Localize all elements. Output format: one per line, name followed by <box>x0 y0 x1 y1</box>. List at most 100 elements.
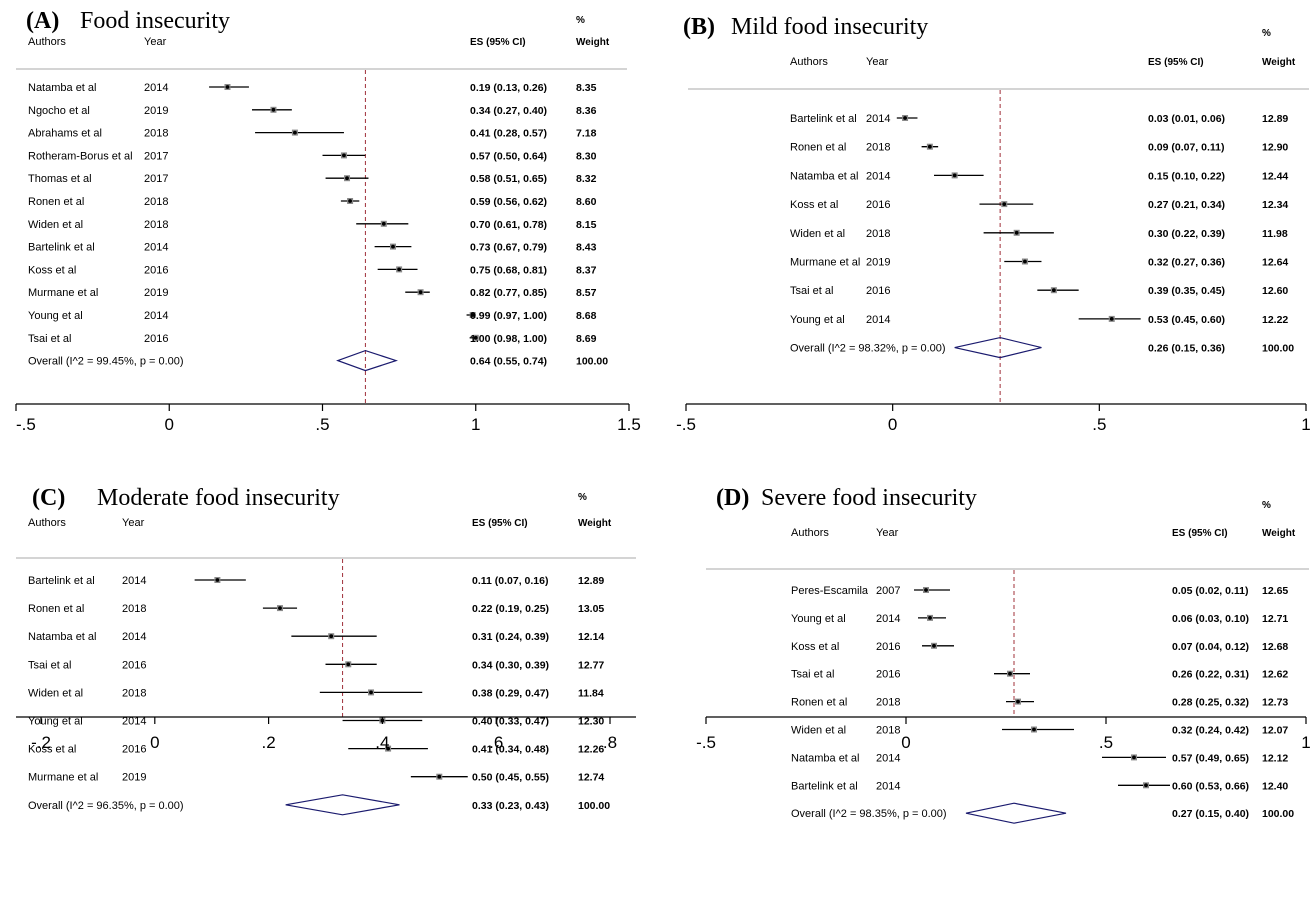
study-point <box>346 662 351 667</box>
study-es-ci: 0.57 (0.49, 0.65) <box>1172 752 1249 764</box>
x-tick-label: -.5 <box>696 733 716 752</box>
x-tick-label: 1.5 <box>617 415 641 434</box>
overall-es-ci: 0.26 (0.15, 0.36) <box>1148 343 1225 355</box>
study-author: Koss et al <box>790 199 838 211</box>
study-year: 2017 <box>144 173 168 185</box>
forest-panel-c: (C) Moderate food insecurity % Authors Year E… <box>16 485 636 816</box>
study-weight: 12.12 <box>1262 752 1288 764</box>
year-header: Year <box>144 36 167 48</box>
study-point <box>418 290 423 295</box>
study-year: 2016 <box>866 285 890 297</box>
study-es-ci: 0.70 (0.61, 0.78) <box>470 219 547 231</box>
study-author: Thomas et al <box>28 173 92 185</box>
study-year: 2017 <box>144 150 168 162</box>
overall-diamond <box>285 794 400 816</box>
study-point <box>369 690 373 695</box>
year-header: Year <box>122 517 145 529</box>
study-author: Abrahams et al <box>28 128 102 140</box>
study-year: 2007 <box>876 585 900 597</box>
weight-header: Weight <box>1262 528 1296 539</box>
forest-panel-a: (A) Food insecurity % Authors Year ES (95% CI… <box>15 8 641 434</box>
study-point <box>225 85 230 89</box>
weight-header: Weight <box>578 518 612 529</box>
x-tick-label: -.5 <box>16 415 36 434</box>
study-es-ci: 0.58 (0.51, 0.65) <box>470 173 547 185</box>
study-year: 2018 <box>144 219 168 231</box>
study-es-ci: 0.03 (0.01, 0.06) <box>1148 113 1225 125</box>
study-weight: 12.77 <box>578 659 604 671</box>
overall-diamond <box>954 336 1042 359</box>
weight-percent-header: % <box>1262 500 1271 511</box>
study-author: Young et al <box>790 314 845 326</box>
overall-weight: 100.00 <box>1262 343 1294 355</box>
overall-diamond <box>336 349 398 372</box>
study-point <box>215 578 220 582</box>
study-point <box>278 606 282 610</box>
study-weight: 8.43 <box>576 242 597 254</box>
study-year: 2016 <box>144 333 168 345</box>
overall-es-ci: 0.64 (0.55, 0.74) <box>470 356 547 368</box>
study-author: Ronen et al <box>28 603 84 615</box>
x-tick-label: -.5 <box>676 415 696 434</box>
study-es-ci: 0.38 (0.29, 0.47) <box>472 687 549 699</box>
study-year: 2014 <box>876 752 900 764</box>
study-es-ci: 0.73 (0.67, 0.79) <box>470 242 547 254</box>
study-weight: 12.07 <box>1262 725 1288 737</box>
study-year: 2014 <box>144 310 168 322</box>
study-weight: 12.14 <box>578 631 604 643</box>
weight-percent-header: % <box>1262 28 1271 39</box>
study-year: 2016 <box>144 264 168 276</box>
study-author: Bartelink et al <box>28 242 95 254</box>
study-es-ci: 0.41 (0.28, 0.57) <box>470 128 547 140</box>
overall-weight: 100.00 <box>1262 808 1294 820</box>
study-weight: 8.57 <box>576 287 597 299</box>
study-author: Bartelink et al <box>791 780 858 792</box>
study-author: Koss et al <box>28 264 76 276</box>
forest-panel-b: (B) Mild food insecurity % Authors Year ES (9… <box>676 14 1311 434</box>
study-year: 2016 <box>122 659 146 671</box>
year-header: Year <box>866 56 889 68</box>
x-tick-label: -.2 <box>31 733 51 752</box>
study-year: 2014 <box>144 242 168 254</box>
study-author: Ronen et al <box>790 142 846 154</box>
study-point <box>928 616 932 620</box>
panel-title: Mild food insecurity <box>731 14 928 40</box>
study-es-ci: 0.31 (0.24, 0.39) <box>472 631 549 643</box>
study-weight: 12.62 <box>1262 669 1288 681</box>
x-tick-label: 0 <box>888 415 897 434</box>
study-author: Koss et al <box>791 641 839 653</box>
authors-header: Authors <box>791 527 829 539</box>
forest-panel-d: (D) Severe food insecurity % Authors Year ES … <box>696 485 1311 824</box>
study-point <box>1109 317 1114 321</box>
study-author: Peres-Escamila <box>791 585 869 597</box>
overall-es-ci: 0.27 (0.15, 0.40) <box>1172 808 1249 820</box>
study-es-ci: 0.32 (0.27, 0.36) <box>1148 257 1225 269</box>
study-es-ci: 0.05 (0.02, 0.11) <box>1172 585 1248 597</box>
study-weight: 8.60 <box>576 196 597 208</box>
study-es-ci: 0.75 (0.68, 0.81) <box>470 264 547 276</box>
weight-header: Weight <box>1262 57 1296 68</box>
study-weight: 12.89 <box>578 575 604 587</box>
study-point <box>391 244 395 249</box>
study-es-ci: 0.07 (0.04, 0.12) <box>1172 641 1249 653</box>
study-author: Bartelink et al <box>28 575 95 587</box>
study-point <box>1014 230 1019 235</box>
study-es-ci: 0.39 (0.35, 0.45) <box>1148 285 1225 297</box>
study-es-ci: 0.59 (0.56, 0.62) <box>470 196 547 208</box>
study-year: 2016 <box>876 669 900 681</box>
study-point <box>924 588 928 592</box>
study-year: 2018 <box>122 687 146 699</box>
study-es-ci: 0.06 (0.03, 0.10) <box>1172 613 1249 625</box>
study-weight: 7.18 <box>576 128 597 140</box>
study-es-ci: 0.57 (0.50, 0.64) <box>470 150 547 162</box>
study-weight: 8.37 <box>576 264 597 276</box>
study-author: Koss et al <box>28 744 76 756</box>
study-point <box>1016 699 1020 704</box>
study-author: Widen et al <box>791 725 846 737</box>
overall-weight: 100.00 <box>578 800 610 812</box>
study-es-ci: 0.26 (0.22, 0.31) <box>1172 669 1249 681</box>
study-author: Natamba et al <box>28 82 96 94</box>
study-weight: 12.73 <box>1262 697 1288 709</box>
panel-label: (B) <box>683 14 715 40</box>
